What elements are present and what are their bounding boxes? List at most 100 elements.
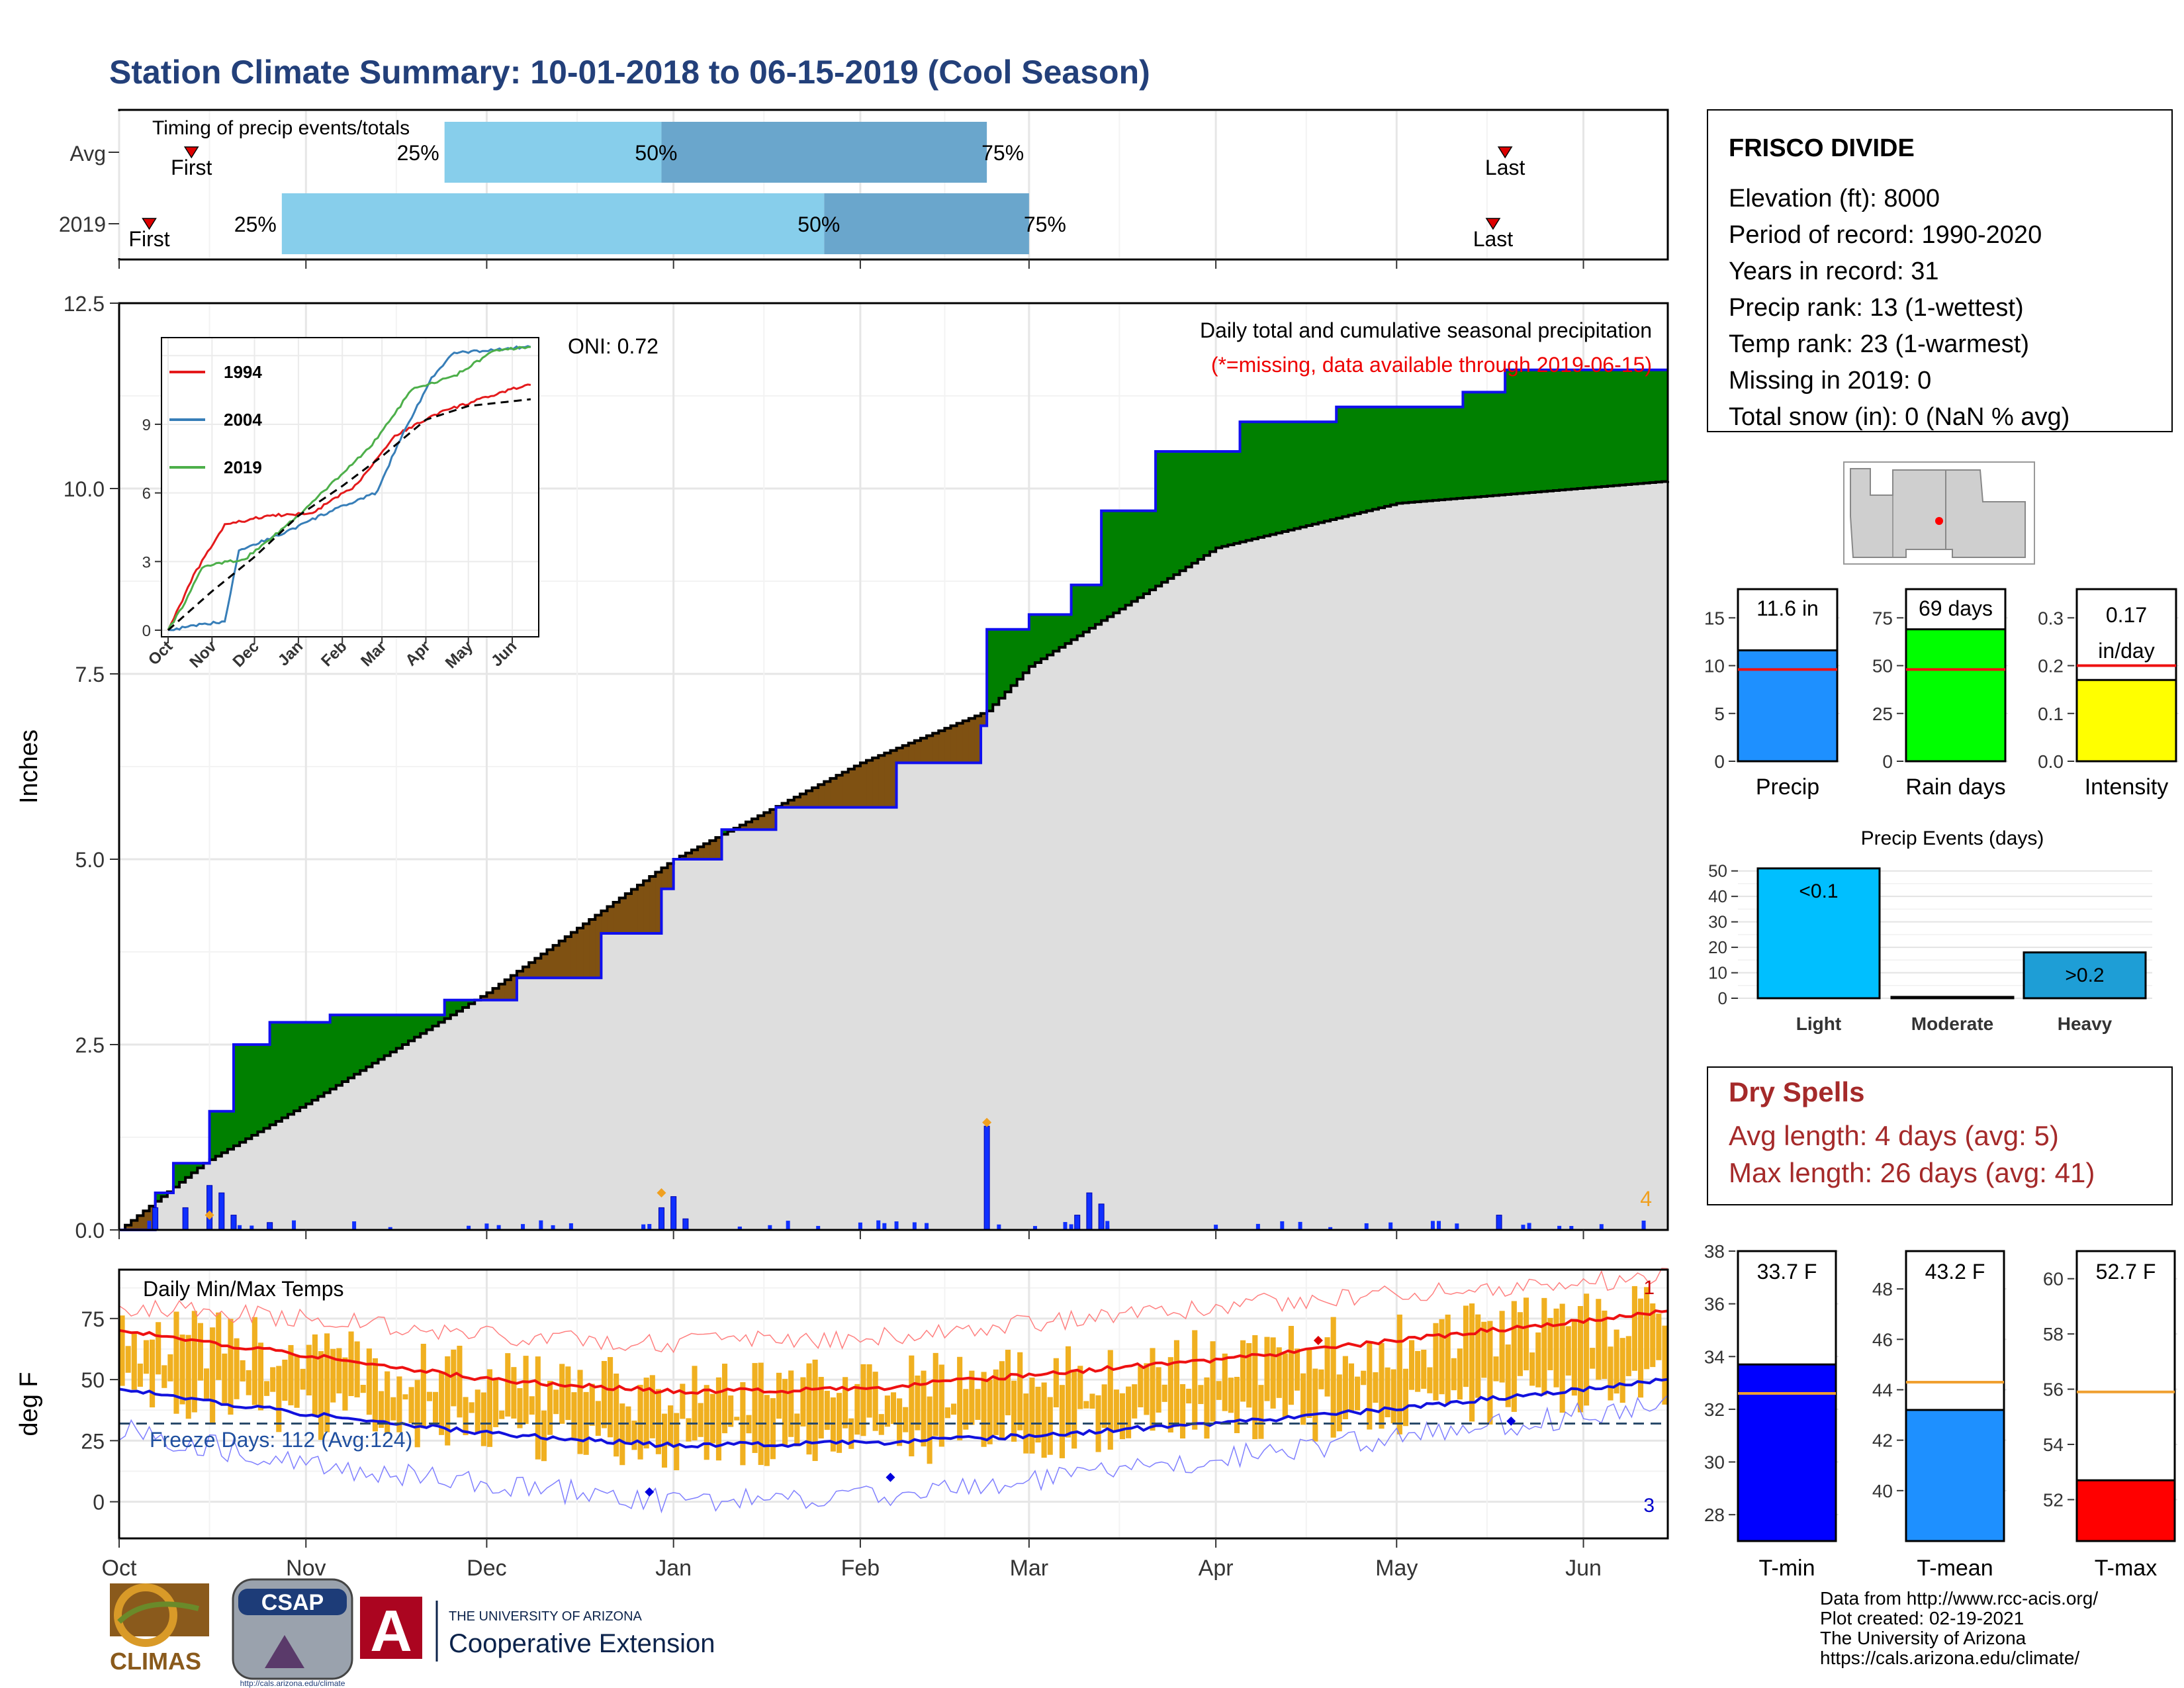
daily-temp-bar (758, 1362, 764, 1466)
daily-temp-bar (1559, 1303, 1565, 1413)
daily-temp-bar (1005, 1350, 1011, 1416)
quartile-label-75: 75% (1024, 212, 1066, 236)
y-tick-label: 25 (1872, 704, 1893, 724)
csap-logo-url: http://cals.arizona.edu/climate (240, 1679, 345, 1688)
daily-temp-bar (451, 1349, 457, 1407)
daily-temp-bar (1270, 1337, 1276, 1409)
daily-temp-bar (1210, 1341, 1216, 1422)
month-label: Mar (1010, 1556, 1049, 1581)
deficit-area (927, 735, 933, 763)
daily-temp-bar (1662, 1325, 1668, 1405)
deficit-area (619, 898, 626, 933)
daily-temp-bar (1264, 1336, 1270, 1401)
daily-temp-bar (282, 1359, 288, 1401)
daily-temp-bar (1198, 1385, 1204, 1405)
daily-temp-bar (1511, 1301, 1517, 1412)
dry-spells-avg: Avg length: 4 days (avg: 5) (1729, 1120, 2059, 1151)
surplus-area (432, 1015, 439, 1026)
daily-temp-bar (1596, 1299, 1602, 1380)
daily-temp-bar (619, 1403, 625, 1466)
station-detail-line: Missing in 2019: 0 (1729, 367, 1931, 395)
surplus-area (1499, 392, 1506, 495)
daily-temp-bar (342, 1357, 348, 1411)
deficit-area (799, 794, 807, 808)
surplus-area (1360, 406, 1367, 512)
surplus-area (1637, 369, 1645, 484)
surplus-area (408, 1015, 415, 1041)
month-label: Dec (467, 1556, 506, 1581)
daily-temp-bar (1535, 1332, 1541, 1387)
daily-temp-bar (541, 1410, 547, 1462)
inset-series-line (167, 383, 531, 631)
daily-precip-bar (768, 1225, 772, 1230)
temp-extreme-marker (886, 1472, 895, 1482)
daily-temp-bar (480, 1392, 486, 1446)
temp-frame (118, 1268, 1669, 1540)
surplus-area (378, 1015, 385, 1060)
surplus-area (396, 1015, 403, 1049)
deficit-area (830, 778, 837, 808)
freeze-days-label: Freeze Days: 112 (Avg:124) (150, 1428, 412, 1452)
temp-x-ticks: Oct Nov Dec Jan Feb Mar Apr May Jun (102, 1538, 1602, 1581)
surplus-area (312, 1022, 319, 1100)
surplus-area (1216, 451, 1222, 548)
station-name: FRISCO DIVIDE (1729, 134, 1915, 162)
timing-label: Timing of precip events/totals (152, 117, 410, 139)
daily-temp-bar (547, 1381, 553, 1435)
logos: CLIMAS CSAP http://cals.arizona.edu/clim… (110, 1578, 715, 1688)
deficit-area (752, 818, 758, 830)
daily-temp-bar (1330, 1317, 1336, 1438)
bar-category-label: Intensity (2085, 774, 2169, 800)
deficit-area (631, 889, 638, 933)
surplus-area (1420, 406, 1428, 502)
daily-precip-bars (147, 1117, 1646, 1231)
daily-temp-bar (445, 1356, 451, 1446)
deficit-area (504, 980, 512, 1000)
surplus-area (456, 1000, 463, 1011)
surplus-area (1661, 369, 1668, 482)
daily-temp-bar (950, 1403, 957, 1415)
daily-temp-bar (288, 1344, 294, 1405)
daily-temp-bar (1457, 1348, 1463, 1400)
daily-temp-bar (1288, 1326, 1294, 1405)
bar-category-label: Rain days (1905, 774, 2005, 800)
daily-temp-bar (1156, 1367, 1161, 1413)
daily-temp-bar (330, 1348, 336, 1403)
daily-precip-bar (1328, 1227, 1333, 1230)
deficit-area (764, 812, 770, 830)
daily-temp-bar (1216, 1381, 1222, 1400)
daily-temp-bar (1119, 1393, 1126, 1440)
daily-temp-bar (1342, 1356, 1348, 1420)
y-tick-label: 36 (1704, 1294, 1725, 1315)
timing-x-ticks (118, 259, 1584, 269)
timing-panel: 25% 50% 75% First Last 25% 50% 75% First Last Tim… (59, 109, 1669, 269)
daily-temp-bar (1415, 1350, 1421, 1392)
surplus-area (1011, 629, 1018, 686)
daily-precip-bar (641, 1224, 646, 1230)
daily-temp-bar (794, 1413, 800, 1446)
surplus-area (161, 1193, 168, 1197)
daily-temp-bar (1041, 1382, 1047, 1458)
surplus-area (1173, 451, 1181, 575)
surplus-area (999, 629, 1006, 698)
surplus-area (1408, 406, 1416, 502)
daily-precip-bar (218, 1192, 225, 1231)
daily-temp-bar (222, 1353, 228, 1403)
station-detail-line: Elevation (ft): 8000 (1729, 185, 1940, 212)
daily-temp-bar (402, 1394, 408, 1400)
daily-precip-bar (983, 1125, 990, 1231)
y-tick-label: 44 (1872, 1380, 1893, 1400)
daily-temp-bar (608, 1357, 614, 1438)
daily-temp-bar (1222, 1353, 1228, 1411)
surplus-area (251, 1045, 259, 1136)
surplus-area (1402, 406, 1410, 503)
daily-temp-bar (824, 1391, 830, 1430)
daily-temp-bar (372, 1358, 379, 1432)
surplus-area (1222, 451, 1228, 547)
value-label: 11.6 in (1756, 596, 1819, 620)
daily-temp-bar (1192, 1330, 1198, 1430)
daily-temp-bar (408, 1387, 414, 1424)
precip-caption: Daily total and cumulative seasonal prec… (1200, 318, 1652, 342)
temp-panel-label: Daily Min/Max Temps (143, 1277, 343, 1301)
surplus-area (354, 1015, 361, 1074)
